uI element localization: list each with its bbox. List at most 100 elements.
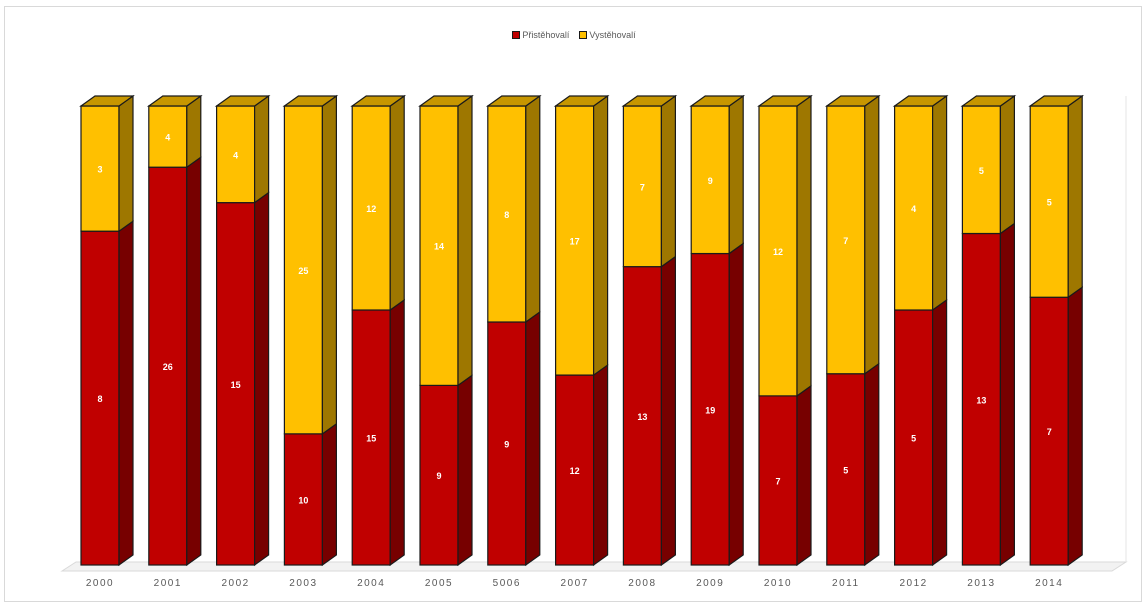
bar-front-Přistěhovalí-2008 — [622, 266, 663, 566]
bar-side-Přistěhovalí-2009 — [728, 242, 744, 567]
legend-label-series-1: Přistěhovalí — [522, 30, 570, 40]
data-label-Přistěhovalí-5006: 9 — [504, 440, 509, 450]
data-label-Vystěhovalí-2002: 4 — [233, 150, 238, 160]
data-label-Vystěhovalí-2001: 4 — [165, 133, 170, 143]
data-label-Přistěhovalí-2002: 15 — [231, 380, 241, 390]
bar-front-Vystěhovalí-2010 — [758, 105, 798, 397]
bar-top-2001 — [146, 95, 203, 107]
data-label-Přistěhovalí-2010: 7 — [775, 476, 780, 486]
bar-front-Přistěhovalí-2009 — [690, 252, 730, 566]
data-label-Vystěhovalí-2007: 17 — [570, 237, 580, 247]
data-label-Vystěhovalí-2014: 5 — [1047, 198, 1052, 208]
bar-front-Přistěhovalí-2001 — [148, 166, 188, 566]
data-label-Vystěhovalí-2005: 14 — [434, 242, 444, 252]
bar-side-Přistěhovalí-2004 — [389, 298, 405, 567]
bar-top-2000 — [79, 95, 135, 107]
bar-front-Vystěhovalí-2012 — [893, 105, 934, 311]
data-label-Přistěhovalí-2012: 5 — [911, 434, 916, 444]
bar-side-Vystěhovalí-2009 — [728, 94, 744, 255]
bar-top-2009 — [689, 95, 746, 107]
bar-side-Vystěhovalí-5006 — [525, 94, 541, 324]
bar-front-Vystěhovalí-2013 — [961, 105, 1002, 235]
x-tick-label-2013: 2013 — [967, 578, 995, 589]
bar-side-Vystěhovalí-2012 — [931, 94, 948, 312]
bar-side-Přistěhovalí-2003 — [321, 422, 337, 567]
x-tick-label-2000: 2000 — [86, 578, 114, 589]
data-label-Přistěhovalí-2000: 8 — [97, 394, 102, 404]
data-label-Přistěhovalí-2014: 7 — [1047, 427, 1052, 437]
bar-side-Přistěhovalí-2011 — [864, 362, 880, 567]
bar-side-Přistěhovalí-2013 — [999, 222, 1016, 567]
x-tick-label-2009: 2009 — [696, 578, 724, 589]
legend-item-series-2: Vystěhovalí — [579, 30, 636, 40]
x-tick-label-2004: 2004 — [357, 578, 385, 589]
bar-front-Vystěhovalí-2009 — [690, 105, 730, 255]
bar-top-2007 — [553, 95, 610, 107]
bar-side-Přistěhovalí-2010 — [796, 384, 812, 567]
data-label-Přistěhovalí-2001: 26 — [163, 362, 173, 372]
x-tick-label-2001: 2001 — [154, 578, 182, 589]
bar-front-Přistěhovalí-2004 — [351, 309, 391, 566]
bar-side-Přistěhovalí-2005 — [457, 374, 473, 567]
x-tick-label-2003: 2003 — [289, 578, 317, 589]
bar-top-2003 — [282, 95, 339, 107]
data-label-Vystěhovalí-2000: 3 — [97, 165, 102, 175]
bar-top-5006 — [485, 95, 542, 107]
bar-front-Vystěhovalí-2002 — [216, 105, 256, 204]
data-label-Vystěhovalí-5006: 8 — [504, 210, 509, 220]
data-label-Přistěhovalí-2013: 13 — [976, 395, 986, 405]
bar-front-Vystěhovalí-2004 — [351, 105, 391, 311]
data-label-Přistěhovalí-2008: 13 — [637, 412, 647, 422]
data-label-Přistěhovalí-2003: 10 — [298, 495, 308, 505]
bar-front-Vystěhovalí-2014 — [1029, 105, 1069, 298]
bar-side-Vystěhovalí-2001 — [186, 94, 202, 169]
bar-top-2010 — [757, 95, 813, 107]
bar-side-Vystěhovalí-2010 — [796, 94, 812, 398]
data-label-Přistěhovalí-2005: 9 — [436, 471, 441, 481]
data-label-Přistěhovalí-2009: 19 — [705, 405, 715, 415]
bar-top-2011 — [824, 95, 881, 107]
bar-front-Vystěhovalí-2003 — [283, 105, 323, 435]
data-label-Přistěhovalí-2007: 12 — [570, 466, 580, 476]
bar-side-Přistěhovalí-2000 — [118, 220, 134, 567]
bar-side-Vystěhovalí-2014 — [1067, 94, 1083, 299]
bar-top-2008 — [621, 95, 678, 107]
bar-front-Vystěhovalí-2007 — [554, 105, 595, 376]
bar-front-Vystěhovalí-5006 — [487, 105, 527, 323]
bar-side-Vystěhovalí-2013 — [999, 94, 1016, 235]
bar-front-Přistěhovalí-2000 — [80, 230, 120, 566]
bar-side-Přistěhovalí-2014 — [1067, 286, 1083, 567]
bar-side-Přistěhovalí-2008 — [660, 255, 677, 567]
bar-top-2005 — [418, 95, 474, 107]
data-label-Vystěhovalí-2013: 5 — [979, 166, 984, 176]
bar-side-Vystěhovalí-2000 — [118, 94, 134, 233]
data-label-Vystěhovalí-2010: 12 — [773, 247, 783, 257]
legend-label-series-2: Vystěhovalí — [589, 30, 636, 40]
data-label-Vystěhovalí-2009: 9 — [708, 176, 713, 186]
bar-top-2004 — [350, 95, 407, 107]
x-tick-label-2012: 2012 — [899, 578, 927, 589]
legend-swatch-series-1 — [512, 31, 521, 39]
legend-item-series-1: Přistěhovalí — [512, 30, 569, 40]
bar-side-Přistěhovalí-5006 — [525, 310, 541, 567]
legend: Přistěhovalí Vystěhovalí — [0, 30, 1148, 40]
legend-swatch-series-2 — [579, 31, 588, 39]
bar-side-Vystěhovalí-2011 — [864, 94, 880, 375]
bar-top-2012 — [892, 95, 949, 107]
x-tick-label-2008: 2008 — [628, 578, 656, 589]
data-label-Vystěhovalí-2004: 12 — [366, 204, 376, 214]
bar-side-Vystěhovalí-2002 — [254, 94, 270, 204]
bar-front-Přistěhovalí-2002 — [216, 202, 256, 566]
x-tick-label-2014: 2014 — [1035, 578, 1063, 589]
bar-top-2002 — [214, 95, 271, 107]
x-tick-label-2002: 2002 — [221, 578, 249, 589]
bar-side-Vystěhovalí-2007 — [592, 94, 609, 377]
bar-top-2013 — [960, 95, 1017, 107]
x-tick-label-2011: 2011 — [832, 578, 860, 589]
bar-side-Vystěhovalí-2004 — [389, 94, 405, 312]
x-tick-label-2007: 2007 — [560, 578, 588, 589]
x-tick-label-5006: 5006 — [493, 578, 521, 589]
bar-side-Vystěhovalí-2005 — [457, 94, 473, 387]
data-label-Přistěhovalí-2004: 15 — [366, 434, 376, 444]
